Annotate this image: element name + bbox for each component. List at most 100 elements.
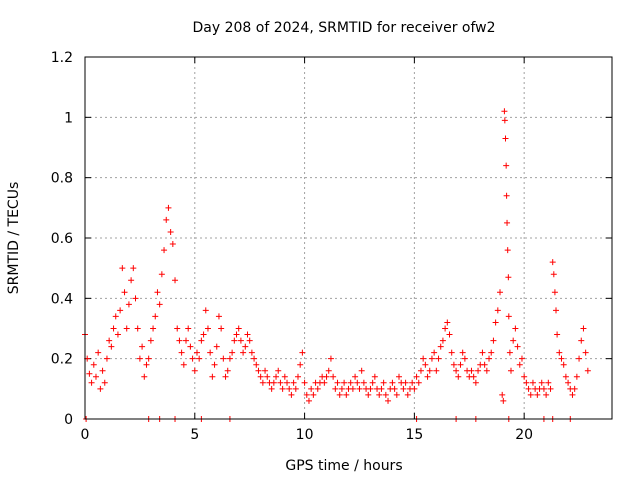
data-point (294, 373, 301, 380)
data-point (145, 355, 152, 362)
data-point (273, 373, 280, 380)
data-point (404, 391, 411, 398)
data-point (178, 349, 185, 356)
data-point (444, 319, 451, 326)
x-tick-label: 10 (296, 427, 314, 443)
data-point (220, 355, 227, 362)
data-point (499, 391, 506, 398)
data-point (106, 337, 113, 344)
data-point (264, 373, 271, 380)
data-point (578, 337, 585, 344)
data-point (174, 325, 181, 332)
data-point (112, 313, 119, 320)
data-point (110, 325, 117, 332)
data-point (150, 325, 157, 332)
data-point (450, 361, 457, 368)
x-tick-label: 5 (190, 427, 199, 443)
grid-layer (85, 57, 612, 419)
data-point (99, 367, 106, 374)
data-point (358, 367, 365, 374)
data-point (86, 370, 93, 377)
data-point (281, 373, 288, 380)
data-point (207, 349, 214, 356)
data-point (305, 397, 312, 404)
data-point (472, 379, 479, 386)
data-point (101, 379, 108, 386)
data-point (554, 331, 561, 338)
data-point (582, 349, 589, 356)
data-point (183, 337, 190, 344)
data-point (242, 343, 249, 350)
data-point (371, 373, 378, 380)
data-point (501, 117, 508, 124)
data-point (229, 349, 236, 356)
y-axis-label: SRMTID / TECUs (6, 182, 22, 295)
data-point (538, 379, 545, 386)
data-point (502, 135, 509, 142)
data-point (189, 355, 196, 362)
data-point (453, 367, 460, 374)
data-point (422, 361, 429, 368)
data-point (365, 391, 372, 398)
data-point (257, 373, 264, 380)
data-point (134, 325, 141, 332)
data-point (128, 277, 135, 284)
data-point (336, 391, 343, 398)
data-point (218, 325, 225, 332)
data-point (235, 325, 242, 332)
data-point (378, 385, 385, 392)
data-point (360, 379, 367, 386)
data-point (518, 355, 525, 362)
data-point (119, 265, 126, 272)
data-point (442, 325, 449, 332)
chart-title: Day 208 of 2024, SRMTID for receiver ofw… (192, 20, 495, 36)
data-point (154, 289, 161, 296)
data-point (180, 361, 187, 368)
data-point (426, 367, 433, 374)
data-point (431, 349, 438, 356)
data-point (193, 349, 200, 356)
data-point (558, 355, 565, 362)
data-point (492, 319, 499, 326)
data-point (259, 379, 266, 386)
data-point (327, 355, 334, 362)
data-point (573, 373, 580, 380)
data-point (161, 247, 168, 254)
data-point (356, 385, 363, 392)
data-point (204, 325, 211, 332)
data-point (510, 337, 517, 344)
data-point (158, 271, 165, 278)
data-point (521, 373, 528, 380)
data-point (490, 337, 497, 344)
data-point (156, 301, 163, 308)
data-point (277, 379, 284, 386)
y-tick-label: 0.4 (51, 291, 73, 307)
data-point (248, 349, 255, 356)
data-point (411, 385, 418, 392)
data-point (534, 391, 541, 398)
data-point (215, 313, 222, 320)
data-point (136, 355, 143, 362)
data-point (323, 373, 330, 380)
data-point (275, 367, 282, 374)
data-point (369, 379, 376, 386)
data-point (270, 379, 277, 386)
data-point (435, 355, 442, 362)
data-point (185, 325, 192, 332)
data-point (540, 385, 547, 392)
data-point (486, 355, 493, 362)
data-point (211, 361, 218, 368)
data-point (103, 355, 110, 362)
data-point (415, 379, 422, 386)
data-point (253, 361, 260, 368)
data-point (130, 265, 137, 272)
x-tick-label: 0 (81, 427, 90, 443)
data-point (483, 367, 490, 374)
data-point (92, 373, 99, 380)
y-tick-label: 1 (64, 110, 73, 126)
data-point (529, 379, 536, 386)
data-point (433, 367, 440, 374)
data-point (301, 379, 308, 386)
data-point (461, 355, 468, 362)
data-point (553, 307, 560, 314)
